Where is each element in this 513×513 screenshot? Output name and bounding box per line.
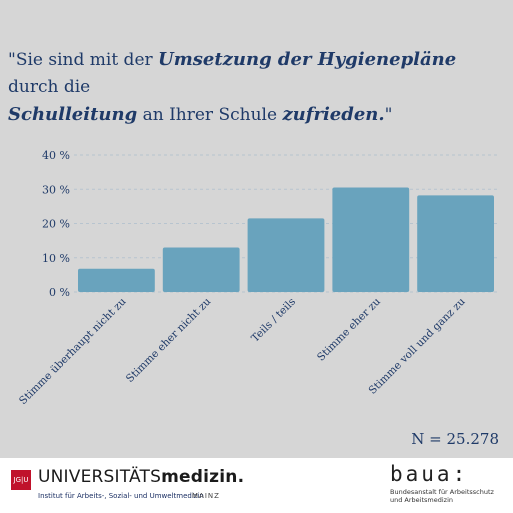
footer: JG|U UNIVERSITÄTSmedizin. Institut für A… <box>0 458 513 513</box>
title-emphasis-3: zufrieden. <box>282 104 385 125</box>
city-name: MAINZ <box>192 492 220 500</box>
title-part-2: durch die <box>8 77 91 97</box>
baua-logo: baua: <box>390 462 469 486</box>
university-name-regular: UNIVERSITÄTS <box>38 467 162 487</box>
y-tick-label: 0 % <box>49 286 70 299</box>
x-category-label: Stimme voll und ganz zu <box>367 295 468 396</box>
institute-name: Institut für Arbeits-, Sozial- und Umwel… <box>38 492 204 500</box>
baua-name-line-1: Bundesanstalt für Arbeitsschutz <box>390 488 494 496</box>
sample-size-label: N = 25.278 <box>411 430 499 448</box>
title-emphasis-1: Umsetzung der Hygienepläne <box>158 49 457 70</box>
title-part-4: " <box>384 105 393 125</box>
bar-chart: 0 % 10 % 20 % 30 % 40 % Stimme überhaupt nich… <box>17 149 498 407</box>
y-tick-label: 10 % <box>42 252 70 265</box>
chart-title: "Sie sind mit der Umsetzung der Hygienep… <box>8 46 508 129</box>
bar <box>332 187 410 292</box>
jgu-logo: JG|U <box>11 470 31 490</box>
bar <box>247 218 325 292</box>
title-part-1: "Sie sind mit der <box>8 50 159 70</box>
bar <box>417 195 494 292</box>
bar <box>162 247 240 292</box>
x-category-label: Stimme überhaupt nicht zu <box>17 295 129 407</box>
x-category-label: Stimme eher zu <box>315 295 383 363</box>
bar <box>78 268 155 292</box>
university-name-bold: medizin. <box>161 467 245 487</box>
university-name: UNIVERSITÄTSmedizin. <box>38 467 244 487</box>
baua-name: Bundesanstalt für Arbeitsschutz und Arbei… <box>390 488 494 504</box>
title-emphasis-2: Schulleitung <box>8 104 138 125</box>
y-tick-label: 20 % <box>42 218 70 231</box>
x-category-label: Teils / teils <box>249 296 298 345</box>
y-tick-label: 40 % <box>42 149 70 162</box>
title-part-3: an Ihrer Schule <box>137 105 283 125</box>
y-tick-label: 30 % <box>42 183 70 196</box>
baua-name-line-2: und Arbeitsmedizin <box>390 496 454 504</box>
x-category-label: Stimme eher nicht zu <box>124 295 214 385</box>
